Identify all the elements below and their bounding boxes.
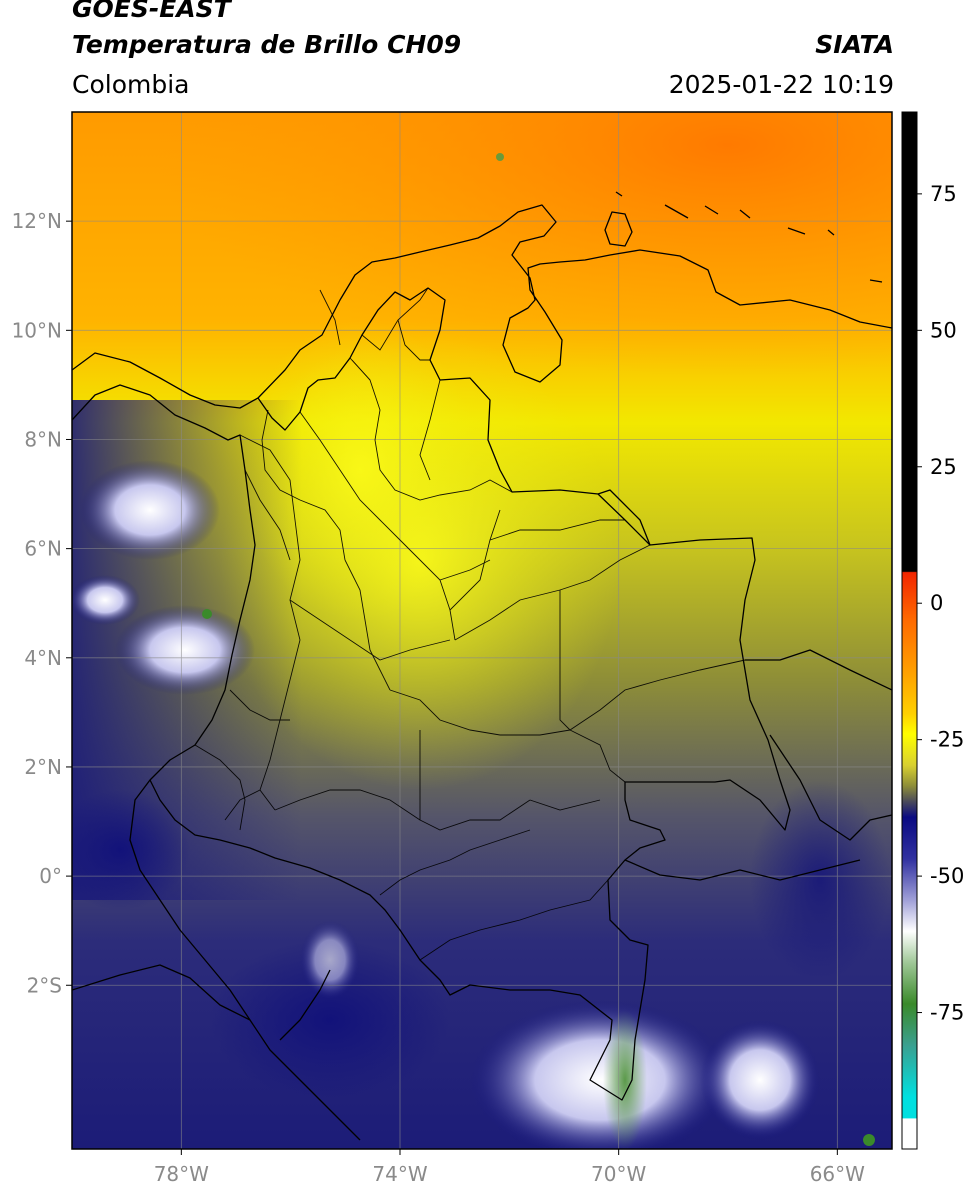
political-boundaries [72,191,892,1141]
brightness-temperature-field [72,112,892,1149]
colorbar-tick-label: 75 [930,182,957,206]
gridlines [72,112,892,1149]
colorbar-tick-label: 50 [930,318,957,342]
colorbar: 75 50 25 0 -25 -50 -75 [901,111,964,1150]
lat-tick-label: 12°N [12,209,62,233]
lon-tick-label: 74°W [372,1162,427,1186]
colorbar-scale [901,111,918,1150]
lat-tick-label: 8°N [24,427,62,451]
lat-tick-label: 0° [39,864,62,888]
aruba-island [604,211,633,247]
ecuador-peru-border [72,964,331,1041]
lon-tick-label: 70°W [591,1162,646,1186]
colorbar-tick-label: -25 [930,728,964,752]
latitude-axis: 12°N 10°N 8°N 6°N 4°N 2°N 0° 2°S [12,209,72,997]
cold-cloud-top [202,609,212,619]
lat-tick-label: 2°S [27,973,62,997]
organization-label: SIATA [815,30,894,59]
pacific-coastline [72,384,361,1141]
map-frame [71,111,893,1150]
lat-tick-label: 4°N [24,646,62,670]
lat-tick-label: 2°N [24,755,62,779]
region-label: Colombia [72,70,190,99]
lat-tick-label: 10°N [12,318,62,342]
datetime-label: 2025-01-22 10:19 [668,70,894,99]
lon-tick-label: 78°W [154,1162,209,1186]
longitude-axis: 78°W 74°W 70°W 66°W [154,1149,865,1186]
lat-tick-label: 6°N [24,537,62,561]
department-boundaries [194,287,746,961]
colorbar-tick-label: 25 [930,455,957,479]
brazil-border [624,859,861,881]
colombia-border [149,287,791,1101]
satellite-title: GOES-EAST [72,0,231,23]
colorbar-tick-label: 0 [930,591,943,615]
caribbean-coastline [72,204,892,409]
islands [615,191,883,283]
cold-cloud-top [496,153,504,161]
product-title: Temperatura de Brillo CH09 [72,30,462,59]
cold-cloud-top [863,1134,875,1146]
venezuela-border [597,489,892,841]
colorbar-tick-label: -50 [930,864,964,888]
lon-tick-label: 66°W [810,1162,865,1186]
colorbar-tick-label: -75 [930,1001,964,1025]
